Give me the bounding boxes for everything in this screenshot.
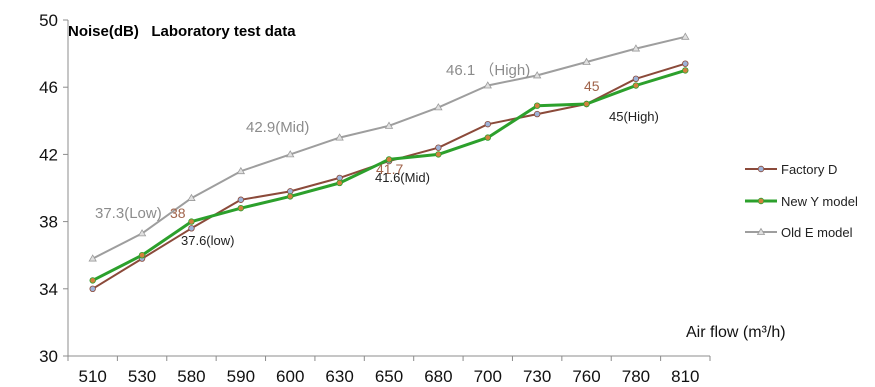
data-point — [484, 120, 491, 128]
y-tick-label: 38 — [39, 213, 58, 232]
data-point — [137, 229, 147, 237]
data-point — [632, 82, 640, 89]
data-point — [631, 44, 641, 52]
data-point — [335, 133, 344, 141]
legend-label: Old E model — [781, 225, 853, 240]
data-point — [582, 57, 591, 65]
data-point — [533, 102, 541, 109]
data-point — [483, 81, 492, 89]
legend-label: Factory D — [781, 162, 837, 177]
data-point — [681, 32, 690, 40]
axes: 30 34 38 42 46 50 510 530 580 590 600 630 650 680 700 7… — [39, 11, 711, 386]
legend-item-old-e-model: Old E model — [745, 225, 853, 240]
annotations-group: 37.3(Low) 38 37.6(low) 42.9(Mid) 41.741.6(Mi… — [95, 62, 659, 248]
series-new-y-model — [89, 67, 689, 284]
data-point — [188, 218, 195, 225]
annotation-label: 45(High) — [609, 109, 659, 124]
data-point — [88, 254, 97, 262]
data-point — [435, 144, 442, 151]
data-point — [682, 60, 689, 67]
data-point — [188, 225, 195, 232]
x-tick-label: 780 — [622, 367, 650, 386]
data-point — [89, 277, 96, 284]
data-point — [533, 110, 541, 118]
data-point — [434, 103, 443, 111]
annotation-label: 38 — [170, 205, 186, 221]
legend: Factory D New Y model Old E model — [745, 162, 858, 240]
x-tick-label: 530 — [128, 367, 156, 386]
chart-title: Noise(dB) Laboratory test data — [68, 23, 296, 40]
legend-marker — [756, 227, 766, 235]
x-tick-label: 760 — [572, 367, 600, 386]
y-tick-label: 46 — [39, 78, 58, 97]
data-point — [287, 193, 294, 200]
annotation-label: 37.3(Low) — [95, 205, 162, 222]
y-tick-label: 34 — [39, 280, 58, 299]
data-point — [187, 193, 196, 201]
x-tick-label: 810 — [671, 367, 699, 386]
x-tick-label: 510 — [79, 367, 107, 386]
annotation-label: 41.6(Mid) — [375, 170, 430, 185]
data-point — [532, 71, 542, 79]
x-tick-label: 630 — [325, 367, 353, 386]
data-point — [138, 251, 146, 259]
data-point — [583, 100, 590, 108]
annotation-label: 45 — [584, 78, 600, 94]
x-tick-label: 590 — [227, 367, 255, 386]
data-point — [286, 150, 295, 158]
series-line-old-e-model — [92, 35, 686, 260]
legend-item-new-y-model: New Y model — [745, 194, 858, 209]
legend-item-factory-d: Factory D — [745, 162, 837, 177]
x-tick-label: 600 — [276, 367, 304, 386]
annotation-label: 37.6(low) — [181, 233, 234, 248]
data-point — [237, 196, 245, 203]
annotation-label: 46.1 （High) — [446, 62, 530, 79]
data-point — [484, 134, 491, 141]
y-tick-label: 42 — [39, 145, 58, 164]
data-point — [682, 67, 689, 74]
series-group — [88, 32, 690, 292]
data-point — [632, 75, 640, 82]
x-axis-title: Air flow (m³/h) — [686, 324, 786, 341]
data-point — [237, 204, 245, 212]
series-old-e-model — [88, 32, 690, 262]
data-point — [385, 156, 393, 163]
data-point — [89, 285, 96, 292]
x-tick-label: 650 — [375, 367, 403, 386]
x-tick-label: 680 — [424, 367, 452, 386]
y-tick-label: 30 — [39, 347, 58, 366]
legend-marker — [757, 165, 765, 173]
legend-label: New Y model — [781, 194, 858, 209]
legend-marker — [757, 197, 765, 205]
x-tick-label: 700 — [474, 367, 502, 386]
data-point — [384, 121, 394, 129]
data-point — [236, 166, 246, 175]
data-point — [336, 179, 343, 187]
data-point — [435, 151, 442, 158]
x-tick-label: 580 — [177, 367, 205, 386]
annotation-label: 42.9(Mid) — [246, 119, 309, 136]
y-tick-label: 50 — [39, 11, 58, 30]
x-tick-label: 730 — [523, 367, 551, 386]
annotation-label: 41.7 — [376, 161, 403, 177]
